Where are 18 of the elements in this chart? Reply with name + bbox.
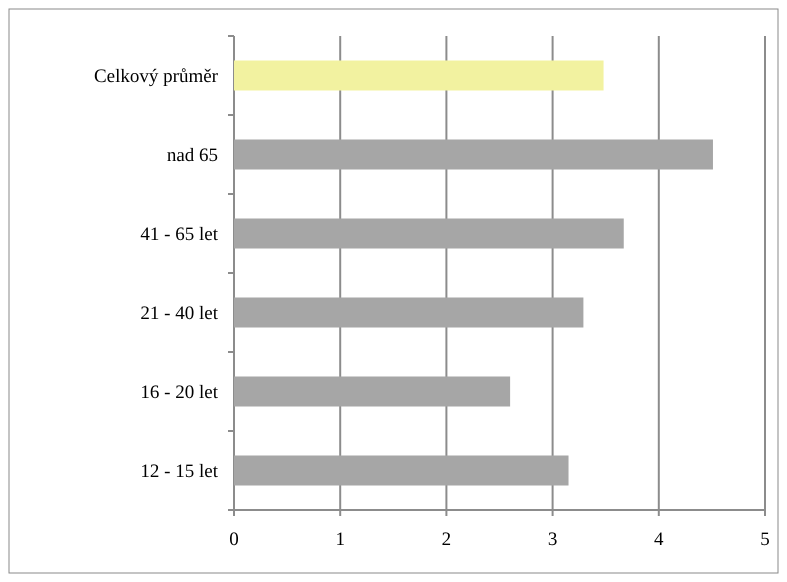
y-tick-label: nad 65 — [166, 145, 218, 166]
bar — [234, 60, 604, 91]
bar — [234, 297, 584, 328]
bar — [234, 218, 624, 249]
x-tick-label: 5 — [760, 529, 770, 550]
x-tick-label: 3 — [548, 529, 558, 550]
y-tick-label: 41 - 65 let — [140, 224, 219, 246]
x-tick-label: 2 — [442, 529, 452, 550]
bar — [234, 139, 713, 170]
bar — [234, 376, 510, 407]
y-tick-label: Celkový průměr — [94, 66, 219, 88]
x-tick-label: 0 — [229, 529, 239, 550]
y-tick-label: 12 - 15 let — [140, 461, 219, 482]
x-tick-label: 4 — [654, 529, 664, 550]
y-tick-label: 21 - 40 let — [140, 303, 219, 324]
x-tick-label: 1 — [335, 529, 345, 550]
y-tick-label: 16 - 20 let — [140, 382, 219, 404]
bar — [234, 455, 569, 486]
